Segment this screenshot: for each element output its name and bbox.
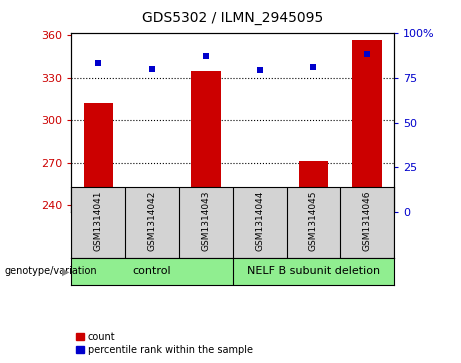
Legend: count, percentile rank within the sample: count, percentile rank within the sample <box>77 331 253 355</box>
Text: GSM1314042: GSM1314042 <box>148 191 157 251</box>
Point <box>256 68 263 73</box>
Text: GSM1314044: GSM1314044 <box>255 191 264 251</box>
Bar <box>245 204 274 205</box>
Point <box>148 66 156 72</box>
Bar <box>137 194 167 205</box>
Text: GSM1314043: GSM1314043 <box>201 191 210 251</box>
Point <box>202 53 210 59</box>
Point <box>95 60 102 66</box>
Text: GSM1314041: GSM1314041 <box>94 191 103 251</box>
Text: GSM1314045: GSM1314045 <box>309 191 318 251</box>
Point <box>364 51 371 57</box>
Text: ▶: ▶ <box>62 266 70 276</box>
Bar <box>299 162 328 205</box>
Bar <box>353 40 382 205</box>
Text: control: control <box>133 266 171 276</box>
Text: GSM1314046: GSM1314046 <box>363 191 372 251</box>
Text: GDS5302 / ILMN_2945095: GDS5302 / ILMN_2945095 <box>142 11 324 25</box>
Bar <box>83 103 113 205</box>
Text: NELF B subunit deletion: NELF B subunit deletion <box>247 266 380 276</box>
Bar <box>191 71 221 205</box>
Text: genotype/variation: genotype/variation <box>5 266 97 276</box>
Point <box>310 64 317 70</box>
